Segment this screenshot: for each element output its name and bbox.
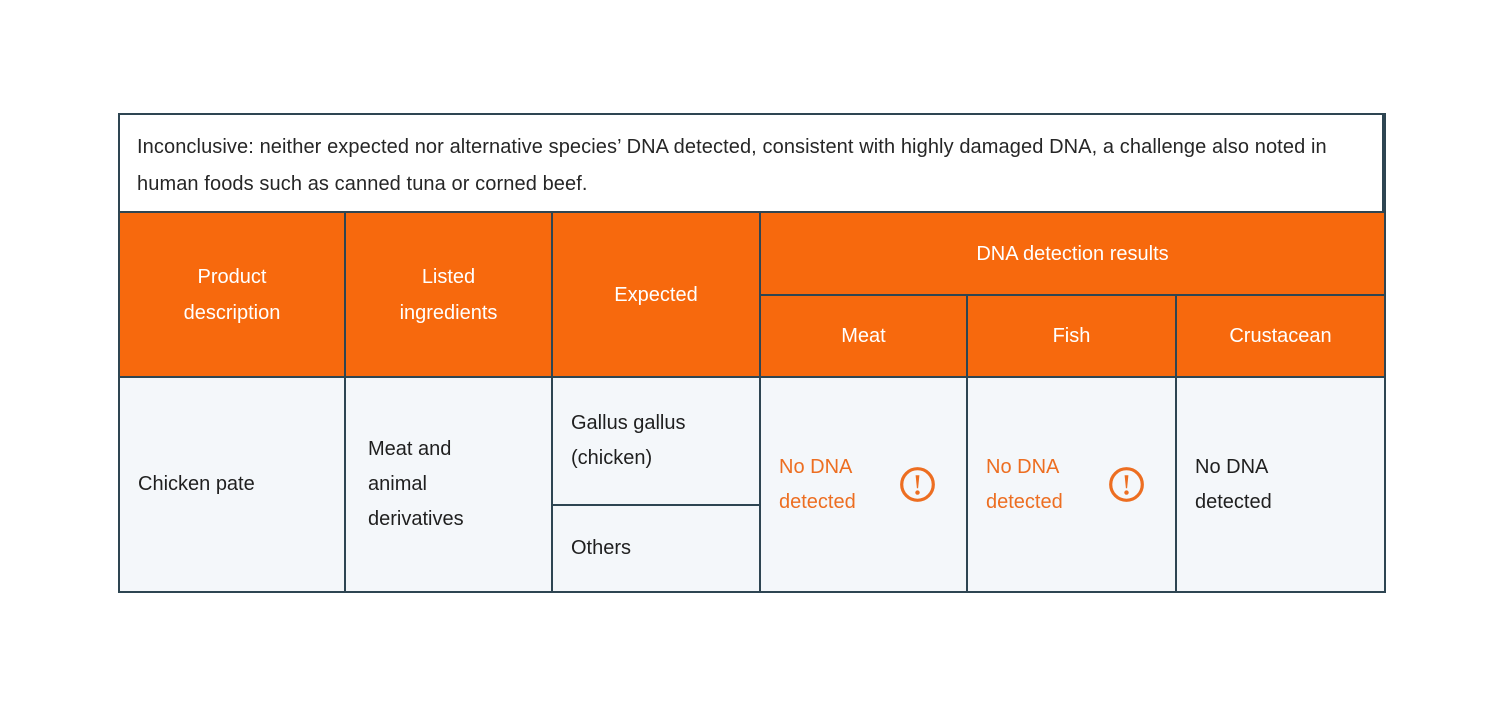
- meat-result-text: No DNA detected: [779, 455, 856, 513]
- exclamation-circle-icon: [1109, 467, 1144, 502]
- cell-crustacean-result: No DNA detected: [1177, 378, 1384, 591]
- expected-species: Gallus gallus (chicken): [553, 378, 759, 506]
- crustacean-result-text: No DNA detected: [1195, 455, 1272, 513]
- cell-meat-result: No DNA detected: [761, 378, 968, 591]
- header-crustacean: Crustacean: [1177, 296, 1384, 378]
- header-dna-detection-results: DNA detection results: [761, 213, 1384, 296]
- cell-expected: Gallus gallus (chicken) Others: [553, 378, 761, 591]
- header-product-description: Product description: [120, 213, 346, 378]
- dna-detection-table: Inconclusive: neither expected nor alter…: [118, 113, 1386, 593]
- header-meat: Meat: [761, 296, 968, 378]
- header-listed-ingredients: Listed ingredients: [346, 213, 553, 378]
- cell-listed-ingredients: Meat and animal derivatives: [346, 378, 553, 591]
- header-expected: Expected: [553, 213, 761, 378]
- expected-others: Others: [571, 537, 632, 559]
- cell-fish-result: No DNA detected: [968, 378, 1177, 591]
- header-fish: Fish: [968, 296, 1177, 378]
- exclamation-circle-icon: [900, 467, 935, 502]
- cell-product-description: Chicken pate: [120, 378, 346, 591]
- fish-result-text: No DNA detected: [986, 455, 1063, 513]
- inconclusive-note: Inconclusive: neither expected nor alter…: [120, 115, 1384, 213]
